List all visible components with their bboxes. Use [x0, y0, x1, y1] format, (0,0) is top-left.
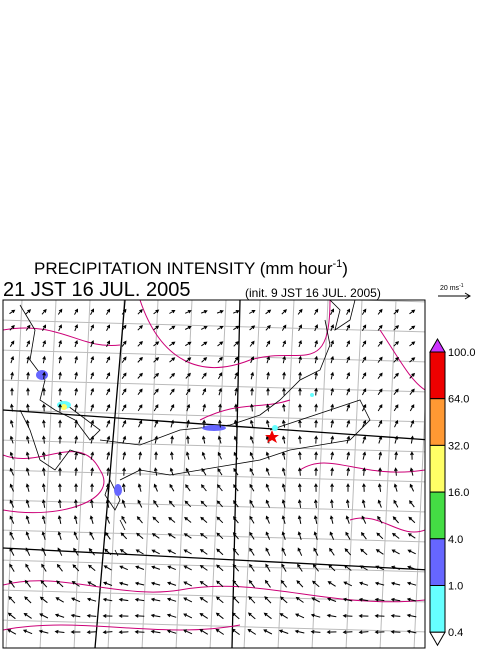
- colorbar-label: 64.0: [448, 394, 469, 406]
- reference-vector-arrow: [438, 292, 471, 300]
- colorbar-segment: [429, 585, 446, 633]
- colorbar-segment: [429, 538, 446, 586]
- colorbar-label: 0.4: [448, 627, 463, 639]
- colorbar-label: 1.0: [448, 581, 463, 593]
- precipitation: [36, 370, 314, 496]
- rain-cell: [272, 425, 278, 431]
- wind-vectors: [7, 308, 417, 636]
- grid-lines: [3, 300, 425, 648]
- colorbar-label: 16.0: [448, 487, 469, 499]
- title-superscript: -1: [332, 258, 342, 270]
- grid: [3, 300, 425, 648]
- colorbar: 100.0 64.0 32.0 16.0 4.0 1.0 0.4: [429, 337, 476, 647]
- colorbar-segment: [429, 444, 446, 493]
- colorbar-label: 32.0: [448, 440, 469, 452]
- rain-cell: [61, 404, 67, 410]
- colorbar-segment: [429, 398, 446, 446]
- rain-cell: [36, 370, 48, 380]
- rain-cell: [114, 484, 122, 496]
- valid-time: 21 JST 16 JUL. 2005: [3, 279, 191, 301]
- rain-cell: [310, 393, 314, 397]
- colorbar-segment: [429, 491, 446, 540]
- lat-lon-lines: [3, 300, 425, 648]
- map-title: PRECIPITATION INTENSITY (mm hour-1): [34, 258, 348, 278]
- ref-text: 20 ms: [440, 285, 460, 292]
- reference-vector-label: 20 ms-1: [440, 283, 464, 292]
- coastlines: [19, 300, 371, 557]
- colorbar-segment: [429, 351, 446, 400]
- colorbar-over: [429, 337, 446, 353]
- location-star: [265, 430, 279, 443]
- map-frame: [2, 299, 426, 649]
- title-text: PRECIPITATION INTENSITY (mm hour: [34, 259, 333, 278]
- contour-lines: [3, 300, 425, 631]
- map-area: [3, 300, 425, 648]
- colorbar-under: [429, 631, 446, 647]
- rain-cell: [202, 425, 226, 431]
- colorbar-label: 4.0: [448, 534, 463, 546]
- colorbar-label: 100.0: [448, 347, 476, 359]
- title-end: ): [342, 259, 348, 278]
- init-time: (init. 9 JST 16 JUL. 2005): [245, 286, 381, 300]
- ref-superscript: -1: [459, 283, 464, 289]
